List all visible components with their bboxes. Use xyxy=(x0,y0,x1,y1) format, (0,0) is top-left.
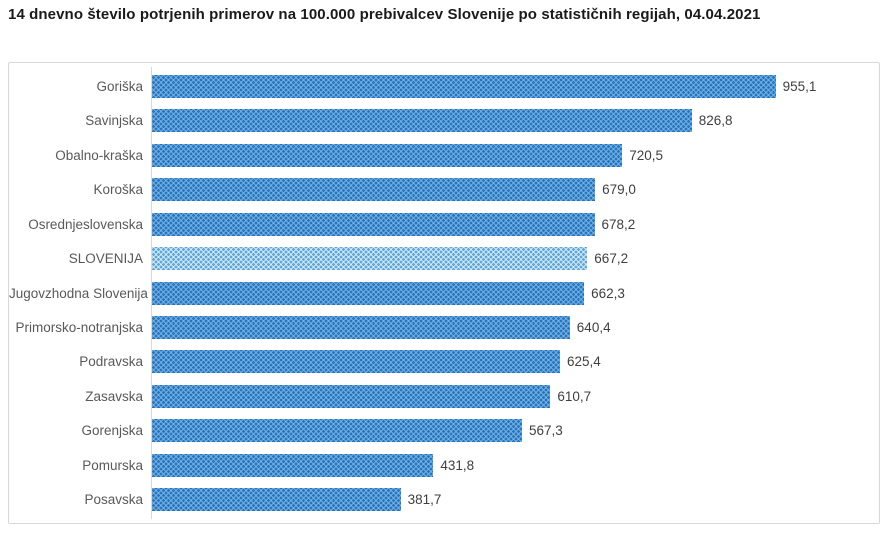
category-label: Gorenjska xyxy=(81,423,143,439)
category-label: Podravska xyxy=(79,354,143,370)
bar xyxy=(151,143,623,167)
value-label: 678,2 xyxy=(601,216,636,232)
bar xyxy=(151,316,570,340)
bar xyxy=(151,247,588,271)
chart-row: Zasavska 610,7 xyxy=(9,379,879,413)
category-label: Osrednjeslovenska xyxy=(28,216,143,232)
bar xyxy=(151,350,560,374)
chart-row: Osrednjeslovenska 678,2 xyxy=(9,207,879,241)
chart-row: Pomurska 431,8 xyxy=(9,448,879,482)
chart-plot-area: Goriška 955,1 Savinjska 826,8 Obalno-kra… xyxy=(9,63,879,523)
bar-cell: 955,1 xyxy=(151,74,879,98)
bar-cell: 826,8 xyxy=(151,109,879,133)
bar xyxy=(151,384,551,408)
value-label: 381,7 xyxy=(407,492,442,508)
y-axis-line xyxy=(151,67,152,519)
category-label: Savinjska xyxy=(85,113,143,129)
bar-cell: 640,4 xyxy=(151,316,879,340)
bar-cell: 625,4 xyxy=(151,350,879,374)
bar xyxy=(151,488,401,512)
bar xyxy=(151,74,776,98)
category-label: Koroška xyxy=(93,182,143,198)
bar-cell: 667,2 xyxy=(151,247,879,271)
chart-frame: Goriška 955,1 Savinjska 826,8 Obalno-kra… xyxy=(8,62,880,524)
bar xyxy=(151,281,585,305)
chart-row: Savinjska 826,8 xyxy=(9,103,879,137)
value-label: 955,1 xyxy=(782,78,817,94)
value-label: 720,5 xyxy=(629,147,663,163)
bar xyxy=(151,453,434,477)
value-label: 662,3 xyxy=(591,285,625,301)
value-label: 667,2 xyxy=(594,251,629,267)
value-label: 826,8 xyxy=(698,113,733,129)
value-label: 640,4 xyxy=(576,320,611,336)
bar-cell: 381,7 xyxy=(151,488,879,512)
bar xyxy=(151,178,596,202)
chart-row: Podravska 625,4 xyxy=(9,345,879,379)
category-label: Zasavska xyxy=(85,388,143,404)
bar-cell: 662,3 xyxy=(151,281,879,305)
chart-row: Goriška 955,1 xyxy=(9,69,879,103)
bar xyxy=(151,109,692,133)
bar-cell: 567,3 xyxy=(151,419,879,443)
value-label: 625,4 xyxy=(567,354,601,370)
bar-cell: 678,2 xyxy=(151,212,879,236)
chart-row: Jugovzhodna Slovenija 662,3 xyxy=(9,276,879,310)
category-label: SLOVENIJA xyxy=(68,251,143,267)
value-label: 431,8 xyxy=(440,457,475,473)
value-label: 567,3 xyxy=(529,423,563,439)
chart-row: Primorsko-notranjska 640,4 xyxy=(9,310,879,344)
category-label: Posavska xyxy=(84,492,143,508)
chart-row: Koroška 679,0 xyxy=(9,172,879,206)
category-label: Primorsko-notranjska xyxy=(15,320,143,336)
value-label: 679,0 xyxy=(602,182,636,198)
category-label: Jugovzhodna Slovenija xyxy=(9,285,148,301)
chart-row: Posavska 381,7 xyxy=(9,483,879,517)
bar xyxy=(151,212,595,236)
chart-row: SLOVENIJA 667,2 xyxy=(9,241,879,275)
bar-cell: 679,0 xyxy=(151,178,879,202)
chart-row: Obalno-kraška 720,5 xyxy=(9,138,879,172)
bar-cell: 610,7 xyxy=(151,384,879,408)
chart-title: 14 dnevno število potrjenih primerov na … xyxy=(8,6,761,23)
bar-cell: 431,8 xyxy=(151,453,879,477)
category-label: Goriška xyxy=(96,78,143,94)
category-label: Obalno-kraška xyxy=(55,147,143,163)
bar-cell: 720,5 xyxy=(151,143,879,167)
category-label: Pomurska xyxy=(82,457,143,473)
chart-row: Gorenjska 567,3 xyxy=(9,414,879,448)
bar xyxy=(151,419,522,443)
value-label: 610,7 xyxy=(557,388,592,404)
